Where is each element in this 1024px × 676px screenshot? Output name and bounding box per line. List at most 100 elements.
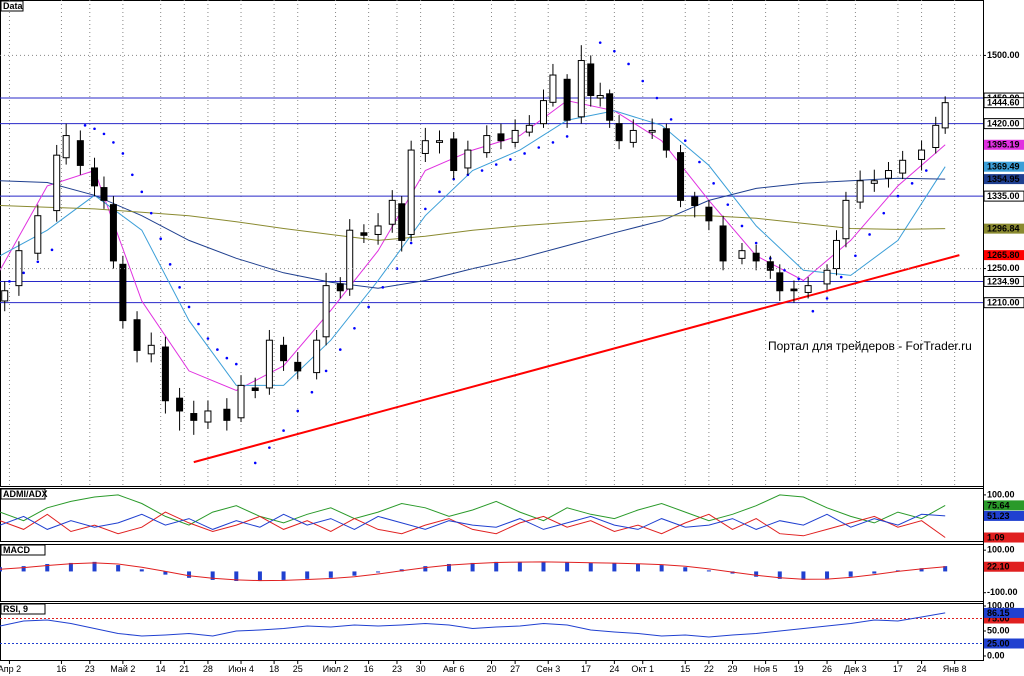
sar-dot <box>712 182 715 185</box>
candle-body <box>109 204 117 262</box>
candle-body <box>776 272 784 292</box>
indicator-line <box>0 494 946 526</box>
x-tick-label: Дек 3 <box>844 664 867 674</box>
candle-body <box>738 250 746 259</box>
y-tick-label: 0.00 <box>987 650 1005 660</box>
candle-body <box>1 290 9 302</box>
axis-label-box <box>984 174 1024 185</box>
x-tick-label: Авг 6 <box>443 664 465 674</box>
sar-dot <box>216 348 219 351</box>
macd-bar <box>328 571 333 578</box>
sar-dot <box>197 322 200 326</box>
panel-title: Data <box>3 1 24 11</box>
macd-bar <box>210 571 215 580</box>
x-tick-label: Июл 2 <box>323 664 349 674</box>
panel-title-box <box>0 0 24 12</box>
x-tick-label: 24 <box>609 664 619 674</box>
sar-dot <box>338 348 342 351</box>
candle-body <box>705 206 713 222</box>
candle-body <box>388 199 396 225</box>
candle-body <box>190 413 198 421</box>
x-tick-label: 24 <box>917 664 927 674</box>
candle-body <box>280 344 288 362</box>
macd-bar <box>636 563 641 572</box>
axis-label-box <box>983 190 1024 202</box>
macd-bar <box>139 569 144 572</box>
candle-body <box>511 129 519 143</box>
x-tick-label: 29 <box>728 664 738 674</box>
macd-bar <box>470 562 475 572</box>
candle-body <box>91 167 99 187</box>
candle-body <box>204 410 212 423</box>
x-tick-label: 19 <box>794 664 804 674</box>
axis-label-box <box>984 223 1024 234</box>
sar-dot <box>494 163 498 166</box>
panel-title: RSI, 9 <box>3 604 28 614</box>
sar-dot <box>22 271 25 275</box>
axis-label: 1369.49 <box>987 162 1020 172</box>
sar-dot <box>50 248 54 252</box>
axis-label: 1395.19 <box>987 140 1020 150</box>
candle-body <box>577 60 585 118</box>
axis-label-box <box>984 607 1024 618</box>
candle-body <box>719 225 727 262</box>
x-tick-label: 25 <box>293 664 303 674</box>
axis-label: 75.00 <box>987 613 1010 623</box>
axis-label: 1210.00 <box>987 298 1020 308</box>
candle-body <box>662 128 670 151</box>
sar-dot <box>868 233 871 236</box>
trend-line <box>193 254 960 464</box>
x-tick-label: 16 <box>364 664 374 674</box>
sar-dot <box>310 390 314 394</box>
sar-dot <box>598 41 602 44</box>
sar-dot <box>551 141 555 144</box>
y-tick-label: 1250.00 <box>987 263 1020 273</box>
axis-label: 25.00 <box>987 638 1010 648</box>
macd-bar <box>68 562 73 572</box>
x-tick-label: Апр 2 <box>0 664 21 674</box>
axis-label: 1354.95 <box>987 174 1020 184</box>
x-tick-label: Сен 3 <box>536 664 560 674</box>
sar-dot <box>641 79 645 83</box>
axis-label-box <box>984 613 1024 624</box>
candle-body <box>596 94 604 99</box>
candle-body <box>629 129 637 143</box>
candle-body <box>842 199 850 240</box>
x-tick-label: 14 <box>156 664 166 674</box>
axis-label-box <box>984 510 1024 521</box>
x-tick-label: 22 <box>704 664 714 674</box>
sar-dot <box>149 211 153 215</box>
candle-body <box>918 149 926 160</box>
y-tick-label: 100.00 <box>987 545 1015 555</box>
candle-body <box>360 232 368 236</box>
macd-bar <box>376 571 381 573</box>
candle-body <box>15 250 23 287</box>
macd-bar <box>754 571 759 577</box>
axis-label-box <box>983 297 1024 309</box>
candle-body <box>870 180 878 184</box>
moving-average <box>0 205 946 241</box>
sar-dot <box>754 241 758 245</box>
candle-body <box>549 74 557 103</box>
x-tick-label: Окт 1 <box>631 664 654 674</box>
macd-bar <box>352 571 357 576</box>
candle-body <box>251 387 259 392</box>
candle-body <box>941 102 949 129</box>
macd-bar <box>423 566 428 572</box>
candle-body <box>346 229 354 290</box>
sar-dot <box>910 182 914 185</box>
sar-dot <box>409 241 413 245</box>
candle-body <box>790 288 798 292</box>
x-tick-label: 18 <box>269 664 279 674</box>
sar-dot <box>36 260 40 264</box>
sar-dot <box>797 277 800 281</box>
candle-body <box>483 135 491 154</box>
sar-dot <box>140 190 144 194</box>
sar-dot <box>825 297 829 300</box>
candle-body <box>648 129 656 133</box>
sar-dot <box>811 309 815 313</box>
axis-label-box <box>984 250 1024 261</box>
sar-dot <box>740 224 744 228</box>
candle-body <box>436 140 444 143</box>
macd-bar <box>163 571 168 575</box>
